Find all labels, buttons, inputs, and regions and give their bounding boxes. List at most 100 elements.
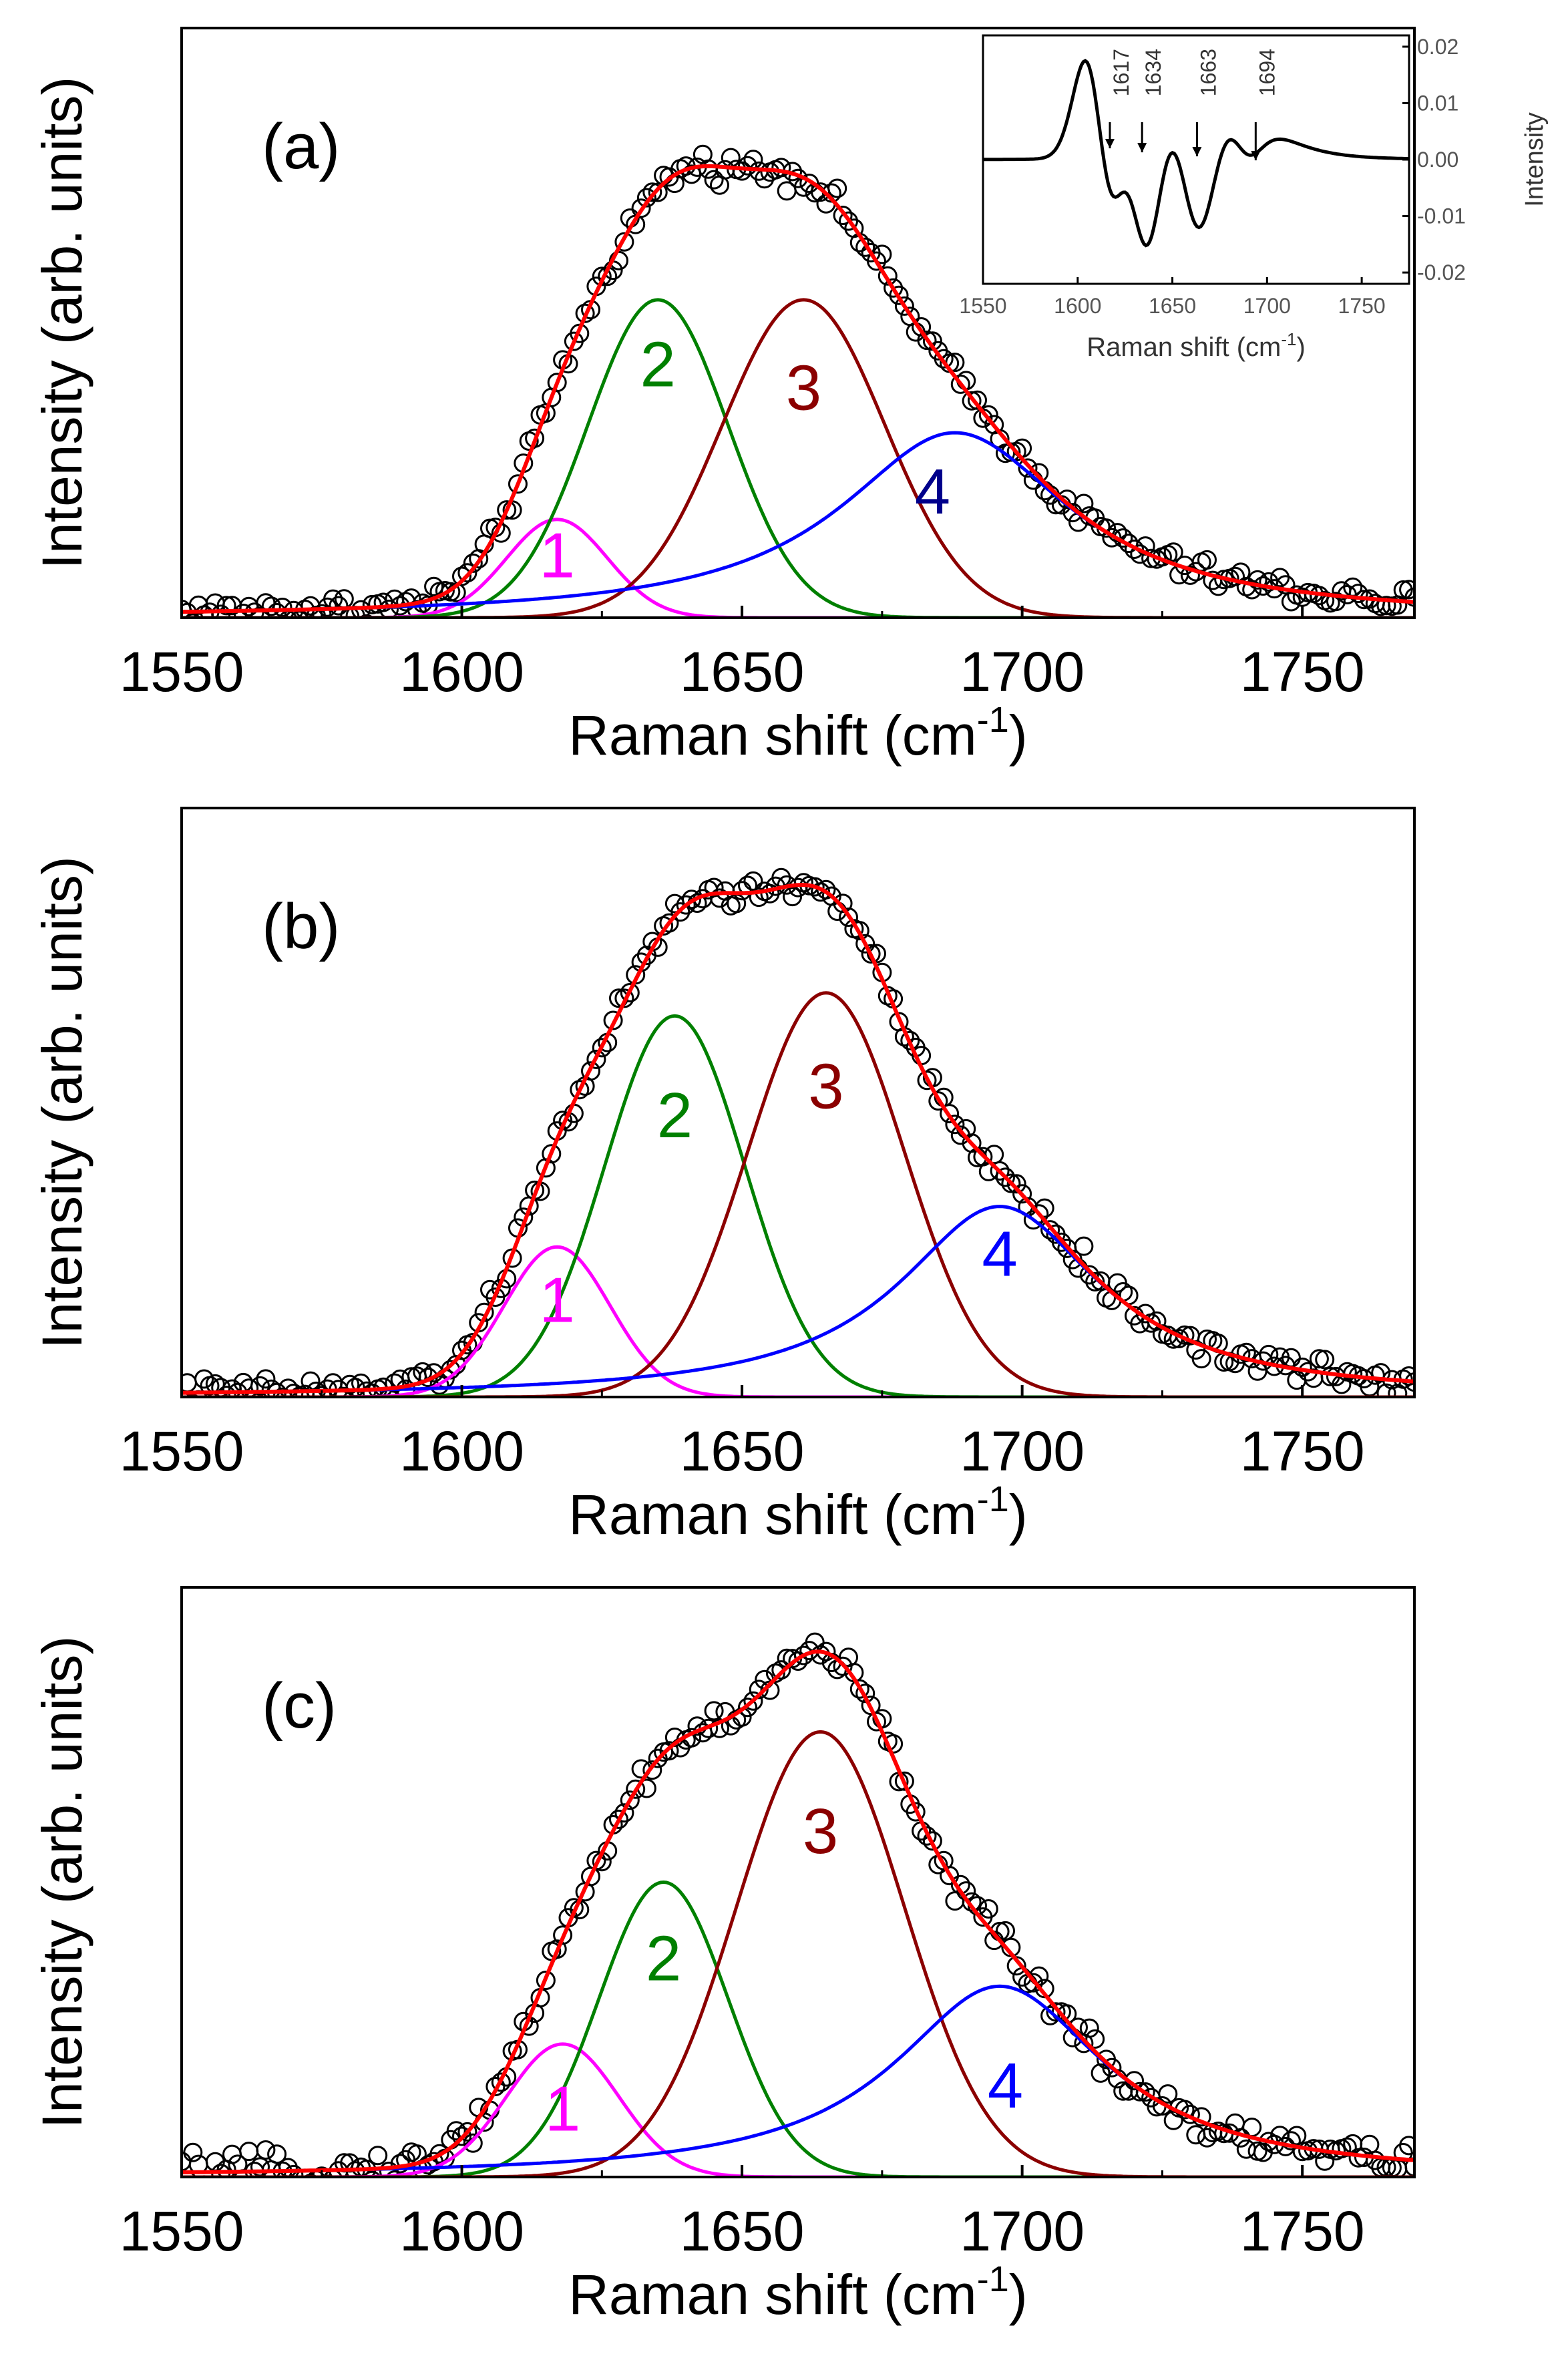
x-axis-label-main: Raman shift (cm xyxy=(568,704,976,767)
data-point xyxy=(1046,2002,1066,2022)
data-point xyxy=(609,1809,628,1829)
inset-annotation-arrowhead xyxy=(1105,139,1115,149)
x-axis-label: Raman shift (cm-1) xyxy=(568,700,1027,767)
data-point xyxy=(934,349,954,369)
x-axis-label-main: Raman shift (cm xyxy=(568,2263,976,2326)
data-point xyxy=(1281,592,1301,612)
data-point xyxy=(620,983,640,1002)
data-point xyxy=(1040,1220,1060,1240)
component-label-2: 2 xyxy=(646,1923,681,1995)
data-point xyxy=(849,1679,869,1699)
x-tick-label: 1600 xyxy=(399,1420,524,1483)
data-point xyxy=(917,1826,937,1846)
data-point xyxy=(877,266,898,286)
component-3-line xyxy=(182,1730,1414,2177)
data-point xyxy=(250,1376,270,1396)
data-point xyxy=(424,576,444,596)
component-label-2: 2 xyxy=(657,1080,693,1151)
data-point xyxy=(525,428,545,448)
data-point xyxy=(1006,1174,1026,1194)
data-point xyxy=(1186,2125,1206,2145)
data-point xyxy=(962,391,982,411)
data-point xyxy=(1130,2082,1150,2102)
data-point xyxy=(889,285,909,305)
inset-derivative-line xyxy=(983,59,1410,248)
data-point xyxy=(996,1167,1015,1187)
data-point xyxy=(636,188,656,208)
x-axis-label: Raman shift (cm-1) xyxy=(568,1479,1027,1546)
data-point xyxy=(184,613,201,618)
data-point xyxy=(216,596,236,616)
data-point xyxy=(272,1387,292,1397)
data-point xyxy=(1404,2157,1414,2177)
data-point xyxy=(363,2170,381,2177)
data-point xyxy=(1191,1349,1211,1369)
data-point xyxy=(945,1115,965,1135)
x-tick-label: 1700 xyxy=(960,640,1085,703)
data-point xyxy=(738,156,757,176)
data-point xyxy=(962,1892,982,1912)
data-point xyxy=(659,913,679,933)
x-axis-label-close: ) xyxy=(1009,2263,1028,2326)
data-point xyxy=(867,251,886,271)
data-point xyxy=(201,2179,218,2196)
data-point xyxy=(547,373,567,393)
data-point xyxy=(508,474,528,494)
inset-frame xyxy=(982,34,1410,285)
data-point xyxy=(1102,2057,1122,2078)
data-point xyxy=(1287,2126,1307,2146)
plot-area xyxy=(182,1632,1414,2196)
data-point xyxy=(849,921,869,941)
plot-frame xyxy=(180,27,1416,619)
data-point xyxy=(738,1698,757,1718)
data-point xyxy=(710,1718,729,1738)
data-point xyxy=(620,1790,640,1810)
x-tick-label: 1550 xyxy=(120,1420,244,1483)
inset-annotation-label: 1617 xyxy=(1109,49,1133,96)
data-point xyxy=(1393,580,1413,600)
fit-line xyxy=(182,164,1414,614)
panel-2: 1 2 3 4 1550 1600 1650 1700 1750 Raman shift (cm-… xyxy=(31,1586,1416,2326)
data-point xyxy=(284,2164,304,2177)
data-point xyxy=(1326,592,1346,612)
data-point xyxy=(329,596,349,616)
component-label-3: 3 xyxy=(786,352,821,423)
data-point xyxy=(497,500,517,520)
data-point xyxy=(303,2174,318,2177)
data-point xyxy=(996,1921,1015,1941)
x-axis-label-sup: -1 xyxy=(977,2259,1009,2299)
data-point xyxy=(457,2122,477,2142)
data-point xyxy=(978,405,998,425)
inset-annotation-label: 1694 xyxy=(1255,49,1279,96)
data-point xyxy=(1399,2136,1414,2156)
data-point xyxy=(749,1680,769,1700)
y-axis-label: Intensity (arb. units) xyxy=(31,1636,93,2129)
data-point xyxy=(833,894,853,914)
data-point xyxy=(1376,596,1396,616)
data-point xyxy=(575,303,595,323)
panel-1: 1 2 3 4 1550 1600 1650 1700 1750 Raman shift (cm-… xyxy=(31,807,1416,1546)
panel-label: (b) xyxy=(262,891,340,962)
inset-annotation-arrowhead xyxy=(1192,147,1202,157)
fit-line xyxy=(182,883,1414,1395)
data-point xyxy=(267,2144,287,2164)
data-point xyxy=(1163,2110,1183,2130)
data-point xyxy=(1247,570,1267,590)
component-4-line xyxy=(182,1205,1414,1395)
data-point xyxy=(379,2176,388,2177)
data-point xyxy=(699,159,719,179)
data-point xyxy=(379,599,399,618)
data-point xyxy=(704,877,724,898)
x-axis-label-close: ) xyxy=(1009,1483,1028,1546)
data-point xyxy=(912,317,932,337)
data-point xyxy=(614,988,634,1008)
data-point xyxy=(978,1899,998,1919)
data-point xyxy=(900,1030,920,1050)
x-tick-label: 1600 xyxy=(399,2200,524,2262)
data-point xyxy=(940,1104,960,1124)
data-point xyxy=(771,1660,791,1680)
x-tick-label: 1650 xyxy=(680,1420,805,1483)
data-point xyxy=(256,1369,276,1389)
data-point xyxy=(323,2169,343,2177)
